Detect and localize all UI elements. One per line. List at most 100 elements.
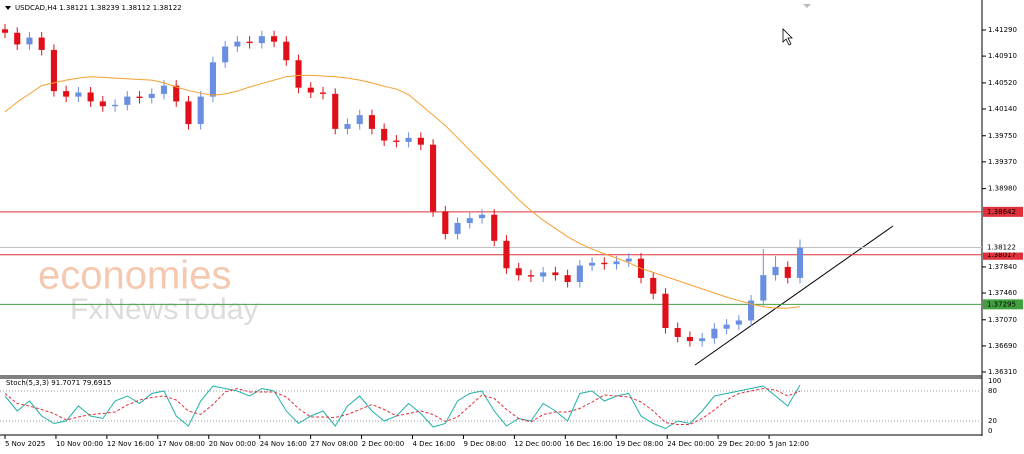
moving-average: [4, 74, 801, 309]
candle-body: [112, 104, 119, 107]
x-tick-label: 5 Jan 12:00: [769, 440, 809, 448]
candle-body: [552, 272, 559, 276]
y-tick-label: 1.40140: [988, 105, 1017, 113]
candle-body: [234, 41, 241, 47]
menu-arrow[interactable]: [5, 6, 11, 10]
candle-body: [246, 41, 253, 44]
price-level-box: [983, 206, 1023, 217]
candle-body: [173, 85, 180, 102]
candle-body: [417, 137, 424, 145]
y-tick-label: 20: [988, 417, 997, 425]
y-tick-label: 0: [988, 427, 992, 435]
candle-body: [14, 32, 21, 45]
candle-body: [26, 37, 33, 45]
x-tick-label: 4 Dec 16:00: [413, 440, 456, 448]
candle-body: [50, 49, 57, 92]
price-level-box: [983, 242, 1023, 253]
y-tick-label: 1.39370: [988, 158, 1017, 166]
candle-body: [283, 41, 290, 61]
candle-body: [650, 277, 657, 294]
candle-body: [185, 101, 192, 125]
candle-body: [344, 124, 351, 129]
x-tick-label: 10 Nov 00:00: [56, 440, 103, 448]
y-tick-label: 80: [988, 387, 997, 395]
scroll-marker: [803, 4, 811, 8]
y-tick-label: 1.40520: [988, 79, 1017, 87]
candle-body: [63, 91, 70, 97]
x-tick-label: 24 Dec 00:00: [667, 440, 714, 448]
x-tick-label: 27 Nov 08:00: [311, 440, 358, 448]
candle-body: [723, 324, 730, 329]
candle-body: [564, 275, 571, 283]
y-tick-label: 1.37460: [988, 289, 1017, 297]
y-tick-label: 1.37840: [988, 263, 1017, 271]
price-level-box: [983, 249, 1023, 260]
candle-body: [576, 265, 583, 283]
x-tick-label: 2 Dec 00:00: [362, 440, 405, 448]
x-tick-label: 24 Nov 16:00: [260, 440, 307, 448]
trendline: [694, 225, 894, 366]
candle-body: [748, 300, 755, 321]
y-tick-label: 1.37070: [988, 316, 1017, 324]
y-tick-label: 1.41290: [988, 26, 1017, 34]
x-tick-label: 12 Dec 00:00: [514, 440, 561, 448]
stoch-line: [4, 384, 801, 430]
candle-body: [332, 93, 339, 129]
candle-body: [735, 320, 742, 325]
watermark: FxNewsToday: [70, 293, 258, 326]
candle-body: [589, 262, 596, 266]
candle-body: [478, 214, 486, 219]
candle-body: [466, 218, 473, 223]
price-level-box: [983, 299, 1023, 310]
price-level-label: 1.38642: [987, 208, 1016, 216]
candle-body: [772, 266, 779, 276]
candle-body: [381, 128, 388, 141]
x-tick-label: 9 Dec 08:00: [463, 440, 506, 448]
y-tick-label: 1.36690: [988, 342, 1017, 350]
candle-body: [38, 37, 45, 50]
candle-body: [160, 85, 168, 94]
candle-body: [75, 92, 82, 97]
candle-body: [1, 29, 9, 33]
candle-body: [515, 268, 522, 276]
x-tick-label: 17 Nov 08:00: [158, 440, 205, 448]
candle-body: [760, 275, 767, 301]
candle-body: [674, 328, 681, 337]
x-tick-label: 29 Dec 20:00: [718, 440, 765, 448]
y-tick-label: 1.39750: [988, 132, 1017, 140]
candle-body: [356, 115, 363, 125]
candle-body: [209, 62, 216, 97]
x-tick-label: 12 Nov 16:00: [107, 440, 154, 448]
candle-body: [136, 96, 143, 98]
candle-body: [625, 258, 632, 262]
candle-body: [295, 60, 302, 88]
price-level-label: 1.38017: [987, 251, 1016, 259]
candle-body: [124, 96, 131, 105]
candle-body: [258, 36, 265, 44]
x-tick-label: 20 Nov 00:00: [209, 440, 256, 448]
candle-body: [540, 272, 547, 277]
candle-body: [491, 214, 498, 241]
candle-body: [87, 92, 94, 102]
x-tick-label: 16 Dec 16:00: [565, 440, 612, 448]
candle-body: [796, 247, 804, 278]
cursor: [782, 28, 793, 46]
candle-body: [686, 336, 693, 342]
x-tick-label: 19 Dec 08:00: [616, 440, 663, 448]
x-tick-label: 5 Nov 2025: [5, 440, 45, 448]
candle-body: [393, 140, 400, 142]
price-level-label: 1.37295: [987, 300, 1016, 308]
candle-body: [222, 46, 229, 63]
candle-body: [784, 266, 791, 278]
y-tick-label: 1.40910: [988, 52, 1017, 60]
candle-body: [148, 93, 155, 98]
candle-body: [662, 293, 669, 329]
watermark: economies: [38, 254, 231, 298]
candle-body: [442, 211, 449, 234]
chart-title: USDCAD,H4 1.38121 1.38239 1.38112 1.3812…: [15, 4, 182, 12]
candle-body: [711, 328, 718, 339]
candle-body: [99, 101, 106, 107]
candle-body: [197, 96, 204, 125]
